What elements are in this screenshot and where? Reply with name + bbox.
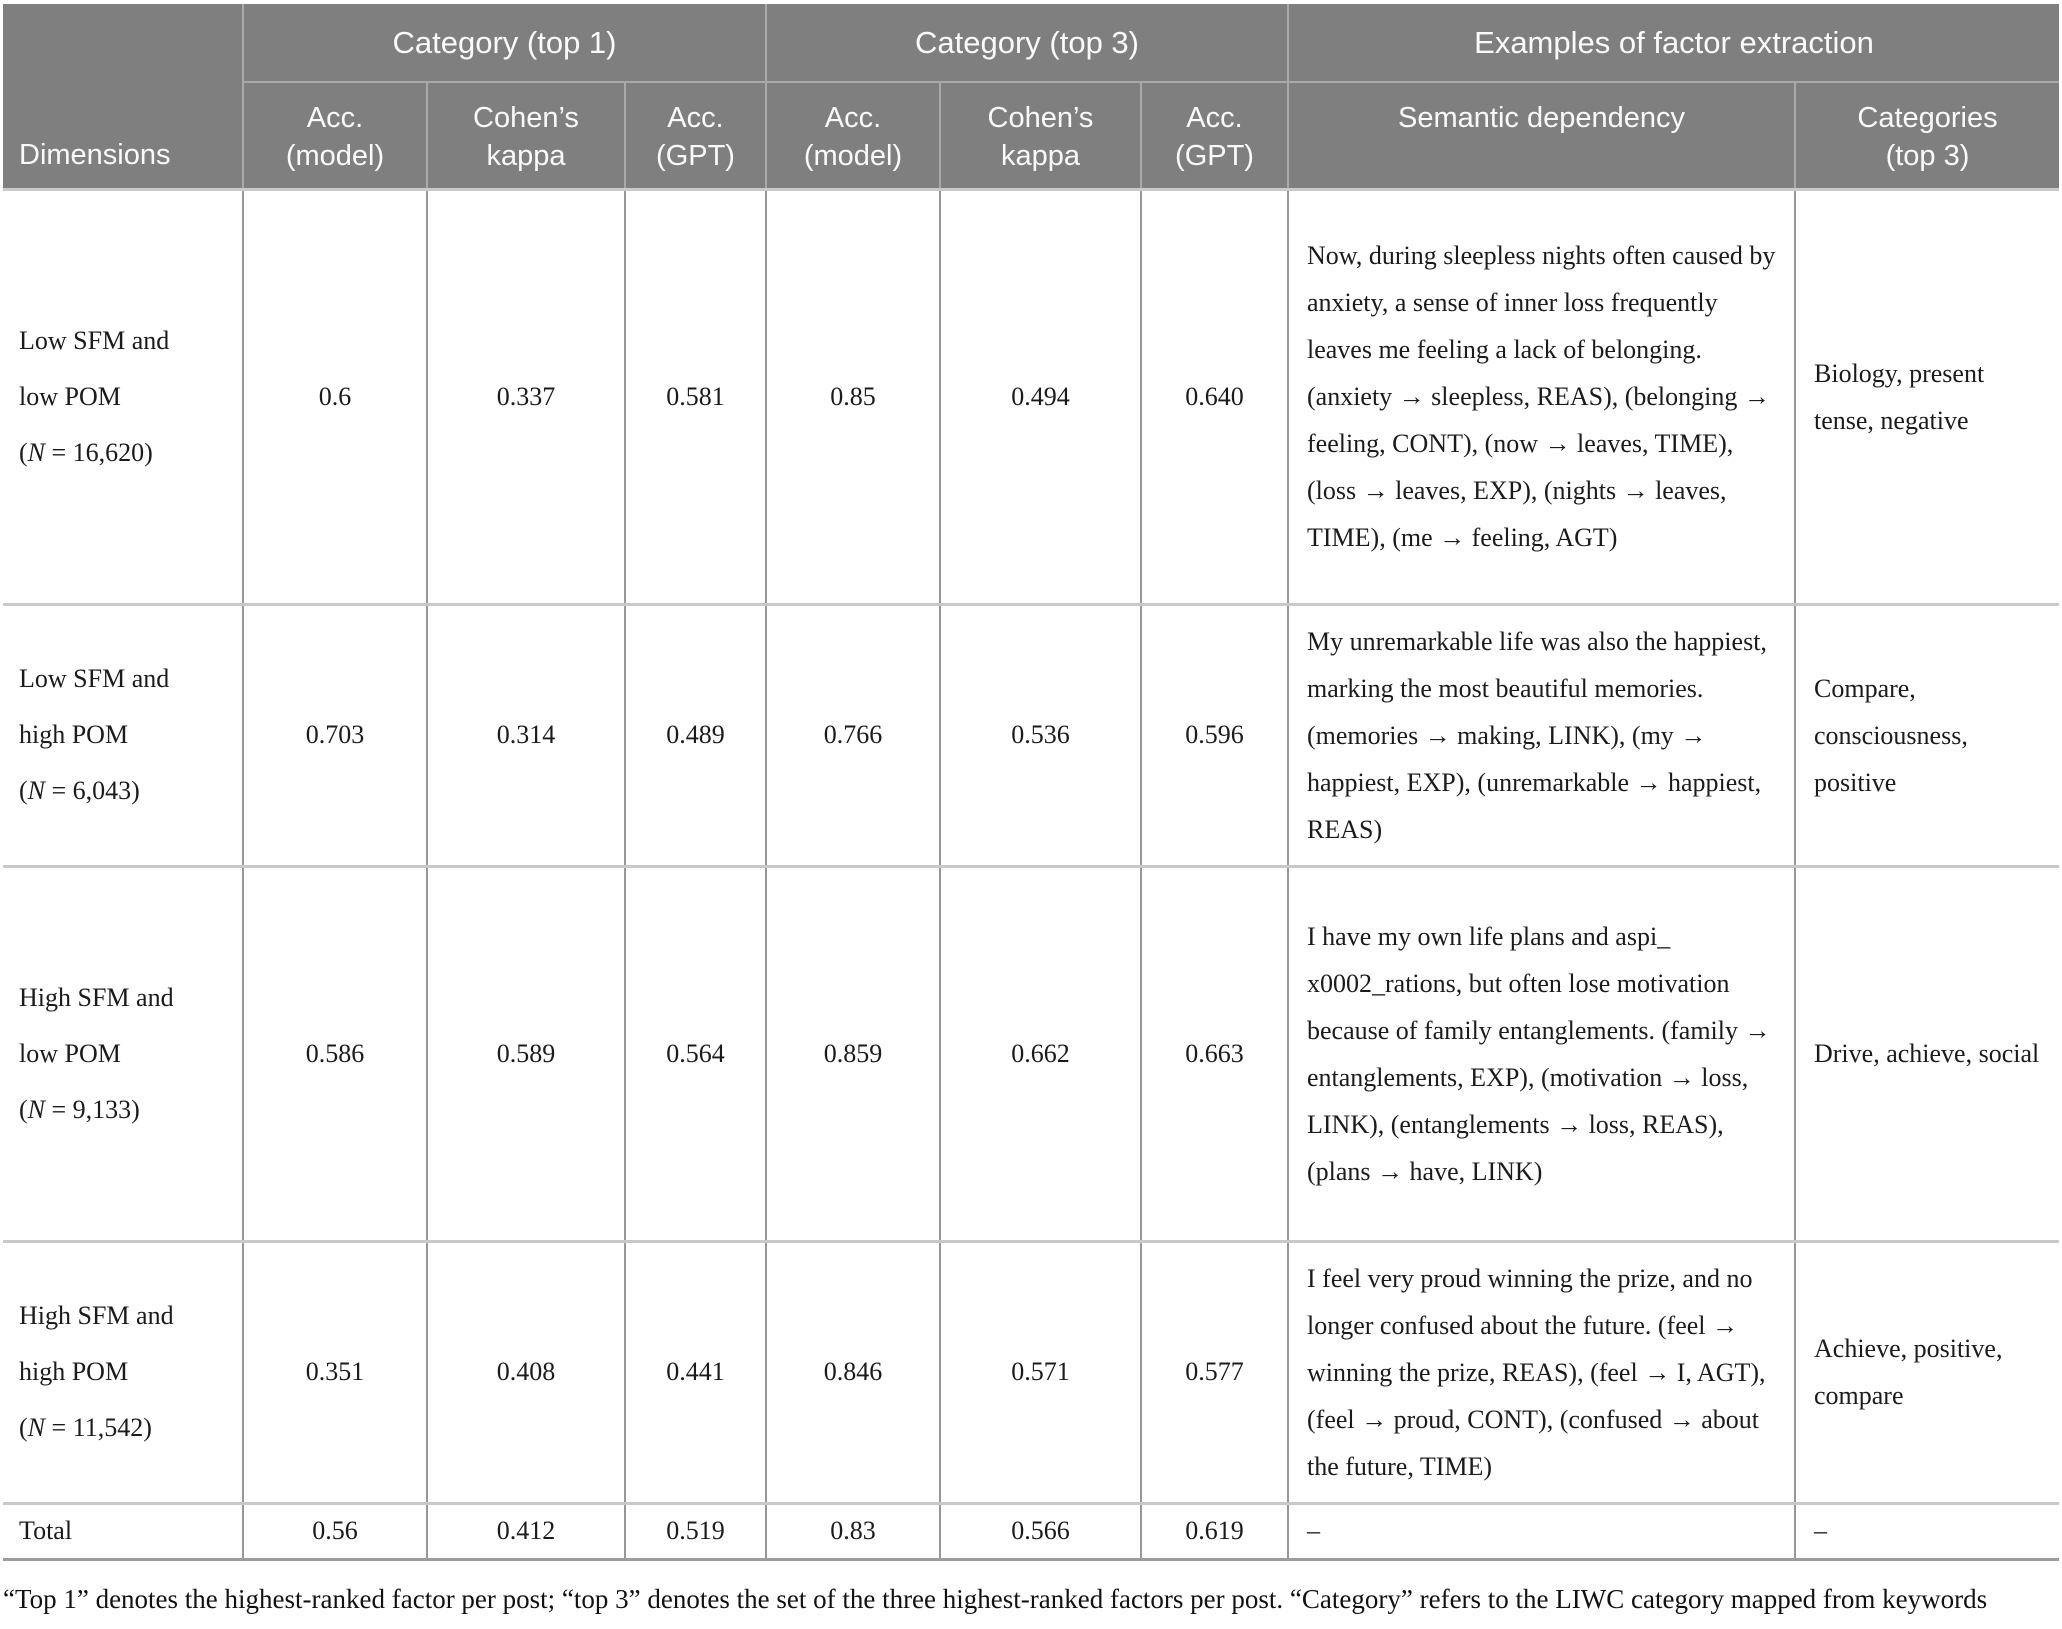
sub-header-row: Acc. (model) Cohen’s kappa Acc. (GPT) Ac… xyxy=(3,81,2060,189)
acc-model-top3-value: 0.766 xyxy=(765,602,940,866)
results-table: Dimensions Category (top 1) Category (to… xyxy=(3,4,2060,1561)
column-header-semantic-dependency: Semantic dependency xyxy=(1287,81,1796,189)
table-header: Dimensions Category (top 1) Category (to… xyxy=(3,4,2060,189)
dimension-n: (N = 6,043) xyxy=(19,776,140,805)
acc-gpt-top3-value: 0.577 xyxy=(1140,1239,1288,1503)
dimension-line: High SFM and xyxy=(19,982,174,1012)
group-header-category-top3: Category (top 3) xyxy=(765,4,1289,83)
kappa-top1-value: 0.589 xyxy=(426,864,625,1241)
acc-model-top1-value: 0.703 xyxy=(242,602,427,866)
categories-cell: Biology, present tense, negative xyxy=(1793,187,2060,604)
dimension-line: low POM xyxy=(19,381,121,411)
dimension-cell: High SFM and low POM (N = 9,133) xyxy=(3,864,243,1241)
acc-model-top1-value: 0.6 xyxy=(242,187,427,604)
acc-gpt-top3-value: 0.663 xyxy=(1140,864,1288,1241)
kappa-top3-value: 0.571 xyxy=(939,1239,1141,1503)
header-line: Semantic dependency xyxy=(1398,102,1685,134)
header-line: Cohen’s xyxy=(473,102,579,134)
column-header-categories-top3: Categories (top 3) xyxy=(1793,81,2060,189)
categories-cell: Achieve, positive, compare xyxy=(1793,1239,2060,1503)
kappa-top3-value: 0.494 xyxy=(939,187,1141,604)
header-line: (GPT) xyxy=(1175,140,1254,172)
header-line: Acc. xyxy=(1186,102,1243,134)
group-header-category-top1: Category (top 1) xyxy=(242,4,767,83)
dimension-line: Low SFM and xyxy=(19,325,170,355)
total-kappa-top3-value: 0.566 xyxy=(939,1501,1141,1561)
acc-model-top3-value: 0.846 xyxy=(765,1239,940,1503)
table-row: High SFM and high POM (N = 11,542) 0.351… xyxy=(3,1239,2060,1503)
kappa-top1-value: 0.314 xyxy=(426,602,625,866)
dimension-line: high POM xyxy=(19,720,129,749)
acc-gpt-top3-value: 0.640 xyxy=(1140,187,1288,604)
dimension-line: low POM xyxy=(19,1038,121,1068)
header-line: (top 3) xyxy=(1885,140,1970,172)
table-row: Low SFM and high POM (N = 6,043) 0.703 0… xyxy=(3,602,2060,866)
header-line: (model) xyxy=(803,140,903,172)
acc-model-top3-value: 0.85 xyxy=(765,187,940,604)
total-acc-model-top1-value: 0.56 xyxy=(242,1501,427,1561)
table-row: Low SFM and low POM (N = 16,620) 0.6 0.3… xyxy=(3,187,2060,604)
total-acc-model-top3-value: 0.83 xyxy=(765,1501,940,1561)
table-body: Low SFM and low POM (N = 16,620) 0.6 0.3… xyxy=(3,187,2060,1561)
column-header-dimensions: Dimensions xyxy=(3,4,244,189)
dimension-cell: Low SFM and low POM (N = 16,620) xyxy=(3,187,243,604)
kappa-top3-value: 0.536 xyxy=(939,602,1141,866)
header-line: Categories xyxy=(1857,102,1998,134)
group-header-examples: Examples of factor extraction xyxy=(1286,4,2060,83)
total-row: Total 0.56 0.412 0.519 0.83 0.566 0.619 … xyxy=(3,1501,2060,1561)
header-line: Acc. xyxy=(306,102,364,134)
dimension-line: high POM xyxy=(19,1357,129,1386)
acc-model-top1-value: 0.586 xyxy=(242,864,427,1241)
kappa-top1-value: 0.408 xyxy=(426,1239,625,1503)
dimension-n: (N = 16,620) xyxy=(19,437,153,467)
acc-gpt-top1-value: 0.489 xyxy=(624,602,766,866)
dimension-cell: High SFM and high POM (N = 11,542) xyxy=(3,1239,243,1503)
header-line: Acc. xyxy=(824,102,882,134)
column-header-kappa-top1: Cohen’s kappa xyxy=(426,81,626,189)
categories-cell: Compare, consciousness, positive xyxy=(1793,602,2060,866)
acc-gpt-top1-value: 0.564 xyxy=(624,864,766,1241)
total-categories-dash: – xyxy=(1793,1501,2060,1561)
dimension-n: (N = 11,542) xyxy=(19,1413,152,1442)
kappa-top3-value: 0.662 xyxy=(939,864,1141,1241)
semantic-dependency-cell: My unremarkable life was also the happie… xyxy=(1287,602,1795,866)
acc-gpt-top1-value: 0.581 xyxy=(624,187,766,604)
kappa-top1-value: 0.337 xyxy=(426,187,625,604)
column-header-acc-gpt-top1: Acc. (GPT) xyxy=(624,81,767,189)
header-line: kappa xyxy=(486,140,566,172)
column-header-kappa-top3: Cohen’s kappa xyxy=(939,81,1142,189)
header-line: Acc. xyxy=(667,102,724,134)
header-line: (model) xyxy=(285,140,385,172)
group-header-row: Dimensions Category (top 1) Category (to… xyxy=(3,4,2060,189)
table-row: High SFM and low POM (N = 9,133) 0.586 0… xyxy=(3,864,2060,1241)
total-acc-gpt-top1-value: 0.519 xyxy=(624,1501,766,1561)
semantic-dependency-cell: I have my own life plans and aspi_ x0002… xyxy=(1287,864,1795,1241)
header-line: kappa xyxy=(1000,140,1080,172)
table-footnote: “Top 1” denotes the highest-ranked facto… xyxy=(3,1583,1988,1629)
acc-gpt-top1-value: 0.441 xyxy=(624,1239,766,1503)
total-kappa-top1-value: 0.412 xyxy=(426,1501,625,1561)
acc-gpt-top3-value: 0.596 xyxy=(1140,602,1288,866)
column-header-acc-gpt-top3: Acc. (GPT) xyxy=(1140,81,1289,189)
total-label: Total xyxy=(3,1501,243,1561)
acc-model-top3-value: 0.859 xyxy=(765,864,940,1241)
semantic-dependency-cell: Now, during sleepless nights often cause… xyxy=(1287,187,1795,604)
total-semantic-dash: – xyxy=(1287,1501,1795,1561)
dimension-line: Low SFM and xyxy=(19,664,170,693)
acc-model-top1-value: 0.351 xyxy=(242,1239,427,1503)
total-acc-gpt-top3-value: 0.619 xyxy=(1140,1501,1288,1561)
header-line: (GPT) xyxy=(656,140,735,172)
header-line: Cohen’s xyxy=(987,102,1094,134)
dimension-line: High SFM and xyxy=(19,1301,174,1330)
column-header-acc-model-top3: Acc. (model) xyxy=(765,81,941,189)
column-header-acc-model-top1: Acc. (model) xyxy=(242,81,428,189)
dimension-n: (N = 9,133) xyxy=(19,1094,140,1124)
dimension-cell: Low SFM and high POM (N = 6,043) xyxy=(3,602,243,866)
categories-cell: Drive, achieve, social xyxy=(1793,864,2060,1241)
semantic-dependency-cell: I feel very proud winning the prize, and… xyxy=(1287,1239,1795,1503)
